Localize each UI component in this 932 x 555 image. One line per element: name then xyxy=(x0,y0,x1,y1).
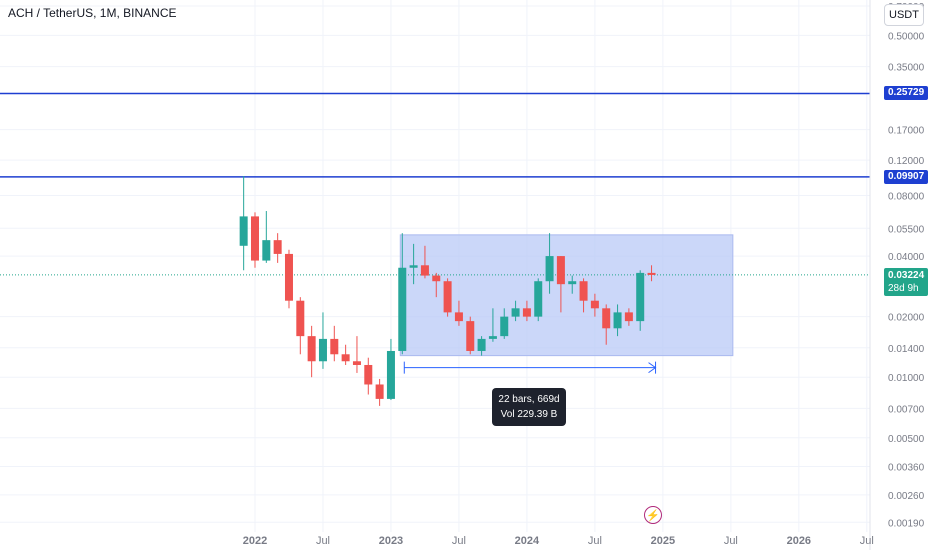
candle-body xyxy=(432,275,441,282)
y-tick-label: 0.00500 xyxy=(888,434,925,445)
horizontal-levels[interactable] xyxy=(0,92,870,178)
x-tick-label: 2024 xyxy=(515,535,540,547)
x-tick-label: 2026 xyxy=(787,535,811,547)
x-tick-label: Jul xyxy=(452,535,466,547)
candle-body xyxy=(262,240,271,261)
x-tick-label: Jul xyxy=(860,535,874,547)
candle-body xyxy=(307,336,316,362)
bar-countdown: 28d 9h xyxy=(888,282,919,294)
y-tick-label: 0.04000 xyxy=(888,252,925,263)
candle-body xyxy=(647,272,656,275)
candle-body xyxy=(341,354,350,362)
candle-body xyxy=(556,256,565,285)
y-tick-label: 0.50000 xyxy=(888,31,925,42)
candle-body xyxy=(443,281,452,313)
candle-body xyxy=(579,281,588,301)
y-tick-label: 0.05500 xyxy=(888,224,925,235)
x-tick-label: Jul xyxy=(724,535,738,547)
y-tick-label: 0.00260 xyxy=(888,491,925,502)
candle-body xyxy=(239,216,248,246)
candle-body xyxy=(409,265,418,268)
candle-body xyxy=(613,312,622,329)
x-tick-label: Jul xyxy=(316,535,330,547)
arrow-head-icon xyxy=(648,362,657,374)
current-price-value: 0.03224 xyxy=(888,269,925,281)
y-tick-label: 0.00700 xyxy=(888,404,925,415)
candle-body xyxy=(454,312,463,322)
x-tick-label: 2025 xyxy=(651,535,675,547)
candle-body xyxy=(534,281,543,317)
candle-body xyxy=(386,350,395,399)
candlesticks xyxy=(239,176,656,406)
candle-body xyxy=(398,267,407,351)
range-box[interactable] xyxy=(399,234,734,357)
y-tick-label: 0.35000 xyxy=(888,63,925,74)
y-tick-label: 0.12000 xyxy=(888,156,925,167)
y-tick-label: 0.08000 xyxy=(888,192,925,203)
candle-body xyxy=(284,253,293,301)
y-tick-label: 0.00190 xyxy=(888,518,925,529)
y-tick-label: 0.01400 xyxy=(888,344,925,355)
candle-body xyxy=(352,361,361,365)
symbol-title: ACH / TetherUS, 1M, BINANCE xyxy=(8,6,177,20)
candle-body xyxy=(602,308,611,329)
candle-body xyxy=(250,216,259,261)
candle-body xyxy=(477,338,486,351)
x-tick-label: Jul xyxy=(588,535,602,547)
measure-bars: 22 bars, 669d xyxy=(498,394,560,405)
grid-lines xyxy=(0,0,870,532)
candle-body xyxy=(420,265,429,276)
level-price-badge-1: 0.25729 xyxy=(884,86,928,101)
measure-arrow[interactable] xyxy=(403,361,657,374)
y-axis-ticks: 0.700000.500000.350000.170000.120000.080… xyxy=(888,2,925,529)
x-tick-label: 2022 xyxy=(243,535,267,547)
y-tick-label: 0.01000 xyxy=(888,373,925,384)
candle-body xyxy=(636,272,645,322)
candle-body xyxy=(511,308,520,317)
y-tick-label: 0.02000 xyxy=(888,313,925,324)
current-price-badge: 0.03224 28d 9h xyxy=(884,267,928,296)
x-tick-label: 2023 xyxy=(379,535,403,547)
currency-button[interactable]: USDT xyxy=(884,4,924,26)
candle-body xyxy=(466,321,475,351)
candle-body xyxy=(500,316,509,337)
candle-body xyxy=(624,312,633,322)
candle-body xyxy=(273,240,282,254)
candle-body xyxy=(375,384,384,399)
candle-body xyxy=(568,281,577,285)
y-tick-label: 0.17000 xyxy=(888,126,925,137)
level-price-badge-2: 0.09907 xyxy=(884,169,928,184)
candle-body xyxy=(522,308,531,317)
measure-tooltip: 22 bars, 669d Vol 229.39 B xyxy=(492,388,566,426)
candle-body xyxy=(330,338,339,355)
candle-body xyxy=(488,336,497,339)
y-tick-label: 0.00360 xyxy=(888,462,925,473)
candle-body xyxy=(590,300,599,309)
candle-body xyxy=(296,300,305,337)
candle-body xyxy=(364,364,373,385)
candle-body xyxy=(545,256,554,282)
x-axis-ticks: 2022 Jul 2023 Jul 2024 Jul 2025 Jul 2026 Jul xyxy=(243,535,874,547)
measure-volume: Vol 229.39 B xyxy=(500,409,558,420)
tradingview-logo-icon[interactable]: ⚡ xyxy=(644,506,662,524)
candle-body xyxy=(318,338,327,362)
